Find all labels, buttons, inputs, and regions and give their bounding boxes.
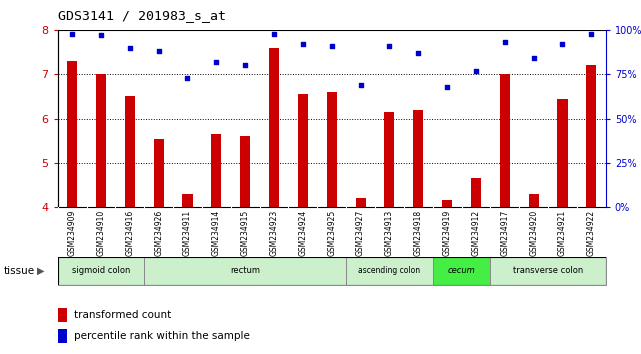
- Text: percentile rank within the sample: percentile rank within the sample: [74, 331, 249, 341]
- Text: ascending colon: ascending colon: [358, 266, 420, 275]
- Bar: [212, 134, 221, 207]
- Bar: [269, 48, 279, 207]
- Bar: [183, 194, 192, 207]
- Text: GSM234918: GSM234918: [413, 210, 423, 256]
- Text: GSM234915: GSM234915: [240, 210, 250, 256]
- Bar: [356, 198, 365, 207]
- Bar: [96, 74, 106, 207]
- Bar: [346, 257, 433, 285]
- Text: GSM234911: GSM234911: [183, 210, 192, 256]
- Text: GSM234922: GSM234922: [587, 210, 596, 256]
- Point: [471, 68, 481, 74]
- Bar: [471, 178, 481, 207]
- Text: GSM234919: GSM234919: [442, 210, 452, 256]
- Bar: [490, 257, 606, 285]
- Text: ▶: ▶: [37, 266, 45, 276]
- Point: [124, 45, 135, 51]
- Bar: [125, 96, 135, 207]
- Text: GDS3141 / 201983_s_at: GDS3141 / 201983_s_at: [58, 9, 226, 22]
- Bar: [413, 110, 423, 207]
- Point: [442, 84, 453, 90]
- Text: rectum: rectum: [230, 266, 260, 275]
- Point: [67, 31, 77, 36]
- Point: [356, 82, 366, 88]
- Bar: [298, 94, 308, 207]
- Bar: [433, 257, 490, 285]
- Bar: [154, 138, 163, 207]
- Text: tissue: tissue: [3, 266, 35, 276]
- Point: [96, 33, 106, 38]
- Point: [297, 41, 308, 47]
- Point: [183, 75, 193, 81]
- Point: [558, 41, 568, 47]
- Bar: [144, 257, 346, 285]
- Text: GSM234913: GSM234913: [385, 210, 394, 256]
- Text: GSM234927: GSM234927: [356, 210, 365, 256]
- Bar: [385, 112, 394, 207]
- Bar: [67, 61, 77, 207]
- Point: [500, 40, 510, 45]
- Point: [327, 43, 337, 49]
- Bar: [558, 99, 567, 207]
- Bar: [442, 200, 452, 207]
- Text: GSM234917: GSM234917: [500, 210, 510, 256]
- Text: GSM234916: GSM234916: [125, 210, 135, 256]
- Bar: [529, 194, 538, 207]
- Point: [529, 56, 539, 61]
- Point: [586, 31, 596, 36]
- Text: sigmoid colon: sigmoid colon: [72, 266, 130, 275]
- Bar: [500, 74, 510, 207]
- Text: cecum: cecum: [447, 266, 476, 275]
- Point: [385, 43, 395, 49]
- Text: GSM234925: GSM234925: [327, 210, 337, 256]
- Text: GSM234923: GSM234923: [269, 210, 279, 256]
- Text: GSM234926: GSM234926: [154, 210, 163, 256]
- Text: GSM234909: GSM234909: [67, 210, 77, 256]
- Text: transverse colon: transverse colon: [513, 266, 583, 275]
- Text: transformed count: transformed count: [74, 310, 171, 320]
- Text: GSM234920: GSM234920: [529, 210, 538, 256]
- Bar: [240, 136, 250, 207]
- Text: GSM234914: GSM234914: [212, 210, 221, 256]
- Text: GSM234921: GSM234921: [558, 210, 567, 256]
- Text: GSM234910: GSM234910: [96, 210, 106, 256]
- Point: [413, 50, 424, 56]
- Bar: [327, 92, 337, 207]
- Point: [154, 48, 164, 54]
- Bar: [587, 65, 596, 207]
- Bar: [58, 257, 144, 285]
- Point: [269, 31, 279, 36]
- Point: [240, 63, 250, 68]
- Point: [212, 59, 222, 65]
- Text: GSM234912: GSM234912: [471, 210, 481, 256]
- Text: GSM234924: GSM234924: [298, 210, 308, 256]
